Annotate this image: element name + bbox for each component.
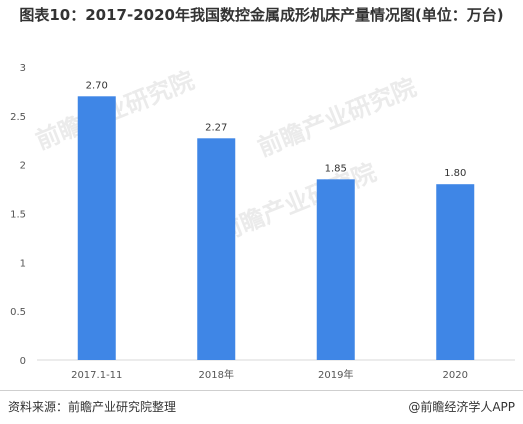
x-tick-label: 2017.1-11 (71, 370, 122, 381)
data-label: 1.80 (444, 168, 466, 179)
watermark-text: 前瞻产业研究院 (214, 158, 380, 247)
x-axis: 2017.1-11 2018年 2019年 2020 (71, 368, 468, 381)
bar (316, 179, 355, 360)
y-tick-label: 0 (20, 356, 26, 367)
bar (77, 96, 116, 361)
brand-credit: @前瞻经济学人APP (408, 400, 515, 414)
y-tick-label: 3 (20, 63, 26, 74)
bar (197, 138, 236, 360)
x-tick-label: 2020 (443, 370, 468, 381)
data-label: 2.70 (86, 80, 108, 91)
chart-title: 图表10：2017-2020年我国数控金属成形机床产量情况图(单位：万台) (19, 6, 504, 24)
y-tick-label: 2 (20, 161, 26, 172)
y-tick-label: 1.5 (10, 210, 26, 221)
x-tick-label: 2018年 (199, 368, 234, 381)
bar-chart: 前瞻产业研究院前瞻产业研究院前瞻产业研究院 00.511.522.53 2.70… (10, 63, 515, 381)
data-labels: 2.70 2.27 1.85 1.80 (86, 80, 467, 179)
y-tick-label: 0.5 (10, 307, 26, 318)
y-axis: 0 0.5 1 1.5 2 2.5 3 (10, 63, 26, 367)
watermark-text: 前瞻产业研究院 (254, 73, 420, 162)
data-label: 1.85 (325, 163, 347, 174)
bar (436, 184, 475, 360)
y-tick-label: 1 (20, 258, 26, 269)
bar-series (77, 96, 475, 361)
footer: 资料来源：前瞻产业研究院整理 @前瞻经济学人APP (0, 390, 523, 424)
x-tick-label: 2019年 (318, 368, 353, 381)
source-note: 资料来源：前瞻产业研究院整理 (8, 400, 177, 414)
data-label: 2.27 (205, 122, 227, 133)
y-tick-label: 2.5 (10, 112, 26, 123)
